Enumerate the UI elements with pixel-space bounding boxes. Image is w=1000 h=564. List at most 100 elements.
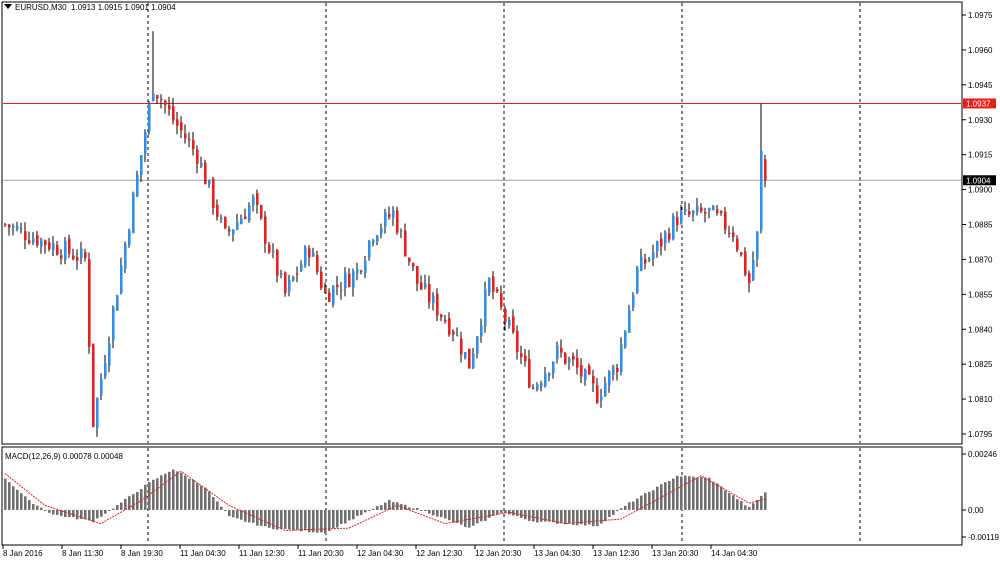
bear-candle-body	[184, 133, 187, 139]
bull-candle-body	[152, 93, 155, 101]
macd-histogram-bar	[4, 478, 7, 510]
macd-histogram-bar	[680, 476, 683, 510]
bull-candle-body	[132, 193, 135, 234]
bear-candle-body	[736, 238, 739, 250]
macd-histogram-bar	[364, 509, 367, 513]
bear-candle-body	[296, 273, 299, 275]
macd-histogram-bar	[188, 478, 191, 510]
bear-candle-body	[308, 248, 311, 258]
bear-candle-body	[404, 230, 407, 257]
macd-histogram-bar	[404, 504, 407, 510]
bear-candle-body	[156, 95, 159, 99]
macd-histogram-bar	[376, 506, 379, 510]
macd-histogram-bar	[284, 509, 287, 529]
bull-candle-body	[240, 218, 243, 225]
bull-candle-body	[548, 373, 551, 376]
bear-candle-body	[588, 365, 591, 375]
bear-candle-body	[28, 240, 31, 243]
macd-histogram-bar	[356, 509, 359, 516]
macd-histogram-bar	[512, 509, 515, 516]
macd-histogram-bar	[720, 486, 723, 510]
price-tick-label: 1.0975	[968, 11, 993, 20]
bear-candle-body	[720, 211, 723, 213]
macd-histogram-bar	[84, 509, 87, 520]
bull-candle-body	[620, 344, 623, 373]
bull-candle-body	[636, 267, 639, 293]
bear-candle-body	[468, 348, 471, 369]
bear-candle-body	[440, 314, 443, 317]
bull-candle-body	[120, 265, 123, 294]
bull-candle-body	[12, 226, 15, 229]
bull-candle-body	[684, 208, 687, 212]
macd-histogram-bar	[308, 509, 311, 533]
bull-candle-body	[384, 212, 387, 227]
macd-histogram-bar	[244, 509, 247, 522]
bull-candle-body	[340, 289, 343, 291]
price-tick-label: 1.0855	[968, 290, 993, 299]
bear-candle-body	[68, 238, 71, 254]
macd-tick-label: 0.00246	[968, 450, 997, 459]
macd-panel-frame[interactable]	[1, 446, 963, 546]
bull-candle-body	[376, 235, 379, 242]
macd-histogram-bar	[180, 472, 183, 510]
bear-candle-body	[4, 224, 7, 226]
macd-histogram-bar	[632, 501, 635, 510]
bull-candle-body	[600, 396, 603, 401]
bull-candle-body	[604, 382, 607, 397]
bull-candle-body	[680, 211, 683, 224]
bull-candle-body	[400, 230, 403, 232]
bull-candle-body	[708, 207, 711, 211]
macd-histogram-bar	[536, 509, 539, 523]
macd-histogram-bar	[124, 498, 127, 510]
price-panel-frame[interactable]	[1, 1, 963, 445]
macd-histogram-bar	[324, 509, 327, 534]
macd-histogram-bar	[116, 504, 119, 510]
macd-histogram-bar	[52, 509, 55, 515]
price-tick-label: 1.0795	[968, 430, 993, 439]
macd-histogram-bar	[732, 495, 735, 510]
macd-histogram-bar	[288, 509, 291, 530]
macd-histogram-bar	[236, 509, 239, 519]
macd-histogram-bar	[608, 509, 611, 518]
macd-histogram-bar	[120, 502, 123, 510]
bull-candle-body	[756, 231, 759, 259]
macd-histogram-bar	[684, 475, 687, 510]
bear-candle-body	[420, 282, 423, 290]
bear-candle-body	[732, 232, 735, 237]
price-grid	[147, 3, 861, 443]
bear-candle-body	[700, 207, 703, 212]
macd-histogram-bar	[496, 509, 499, 515]
bull-candle-body	[144, 132, 147, 154]
bull-candle-body	[40, 239, 43, 247]
macd-histogram-bar	[552, 509, 555, 523]
bull-candle-body	[652, 252, 655, 260]
price-tick-label: 1.0960	[968, 46, 993, 55]
price-lines	[3, 102, 961, 181]
macd-histogram-bar	[480, 509, 483, 522]
macd-histogram-bar	[568, 509, 571, 524]
macd-histogram-bar	[396, 502, 399, 510]
bull-candle-body	[672, 215, 675, 240]
bull-candle-body	[344, 272, 347, 288]
macd-histogram-bar	[408, 507, 411, 510]
symbol-header[interactable]: EURUSD,M30 1.0913 1.0915 1.0901 1.0904	[4, 3, 176, 13]
macd-histogram-bar	[148, 481, 151, 510]
bull-candle-body	[208, 179, 211, 185]
price-tick-label: 1.0945	[968, 81, 993, 90]
bull-candle-body	[16, 226, 19, 230]
bear-candle-body	[532, 387, 535, 389]
bear-candle-body	[516, 330, 519, 352]
bear-candle-body	[48, 242, 51, 250]
bull-candle-body	[280, 273, 283, 275]
bull-candle-body	[96, 398, 99, 428]
bear-candle-body	[196, 149, 199, 165]
macd-histogram-bar	[88, 509, 91, 521]
bull-candle-body	[540, 383, 543, 387]
symbol-label: EURUSD,M30	[15, 3, 67, 12]
ohlc-open: 1.0913	[71, 3, 96, 12]
bull-candle-body	[760, 150, 763, 231]
chevron-down-icon[interactable]	[4, 4, 12, 9]
macd-histogram-bar	[676, 475, 679, 510]
bull-candle-body	[312, 252, 315, 257]
